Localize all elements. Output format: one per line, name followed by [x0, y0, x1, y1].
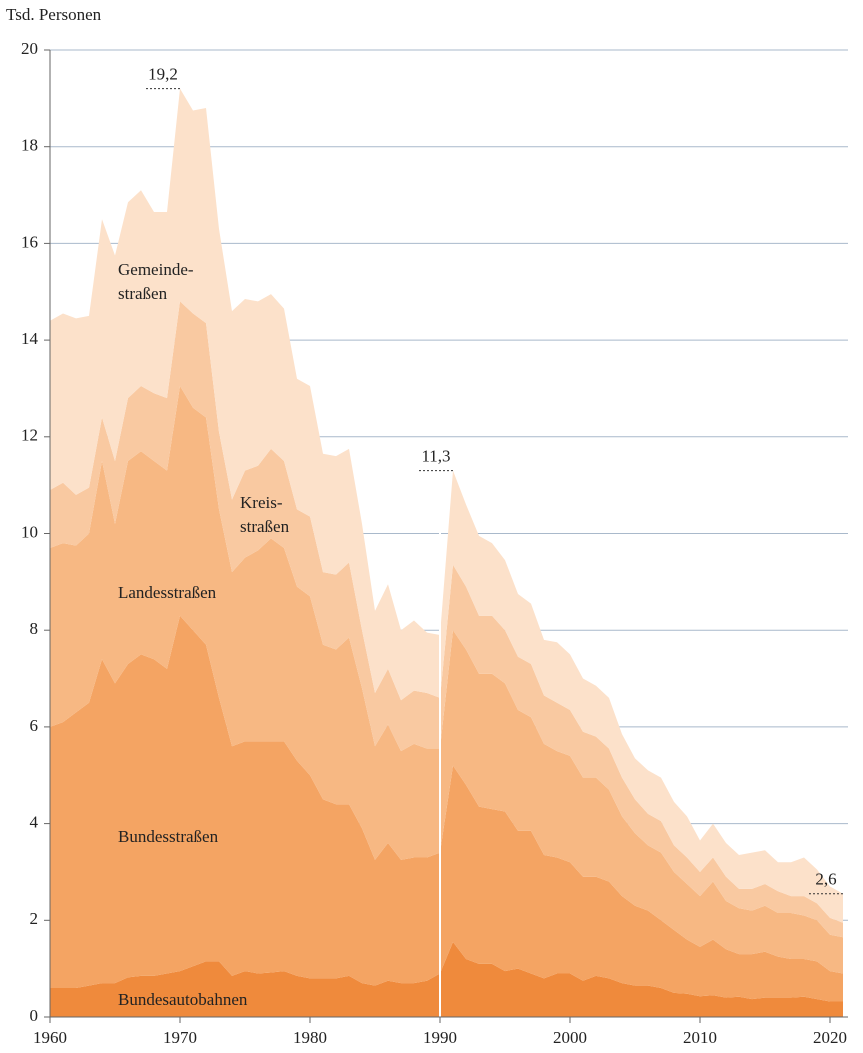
y-tick-label: 8 — [30, 619, 39, 638]
x-tick-label: 1970 — [163, 1028, 197, 1047]
x-tick-label: 2000 — [553, 1028, 587, 1047]
y-tick-label: 12 — [21, 426, 38, 445]
y-tick-label: 14 — [21, 329, 39, 348]
y-tick-label: 20 — [21, 39, 38, 58]
y-axis-label: Tsd. Personen — [6, 5, 102, 24]
x-tick-label: 2010 — [683, 1028, 717, 1047]
series-label: Bundesautobahnen — [118, 990, 248, 1009]
x-tick-label: 1990 — [423, 1028, 457, 1047]
series-label: Kreis- straßen — [240, 493, 290, 536]
series-label: Landesstraßen — [118, 583, 217, 602]
y-tick-label: 10 — [21, 522, 38, 541]
series-label: Gemeinde- straßen — [118, 260, 194, 303]
x-tick-label: 2020 — [813, 1028, 847, 1047]
annotation: 2,6 — [815, 870, 836, 889]
area — [50, 942, 843, 1017]
y-tick-label: 0 — [30, 1006, 39, 1025]
area — [50, 386, 843, 974]
annotation: 11,3 — [421, 447, 450, 466]
series-label: Bundesstraßen — [118, 827, 219, 846]
annotation: 19,2 — [148, 65, 178, 84]
y-tick-label: 6 — [30, 716, 39, 735]
x-tick-label: 1960 — [33, 1028, 67, 1047]
area — [50, 615, 843, 1002]
y-tick-label: 4 — [30, 813, 39, 832]
y-tick-label: 16 — [21, 232, 38, 251]
y-tick-label: 2 — [30, 909, 39, 928]
x-tick-label: 1980 — [293, 1028, 327, 1047]
y-tick-label: 18 — [21, 136, 38, 155]
